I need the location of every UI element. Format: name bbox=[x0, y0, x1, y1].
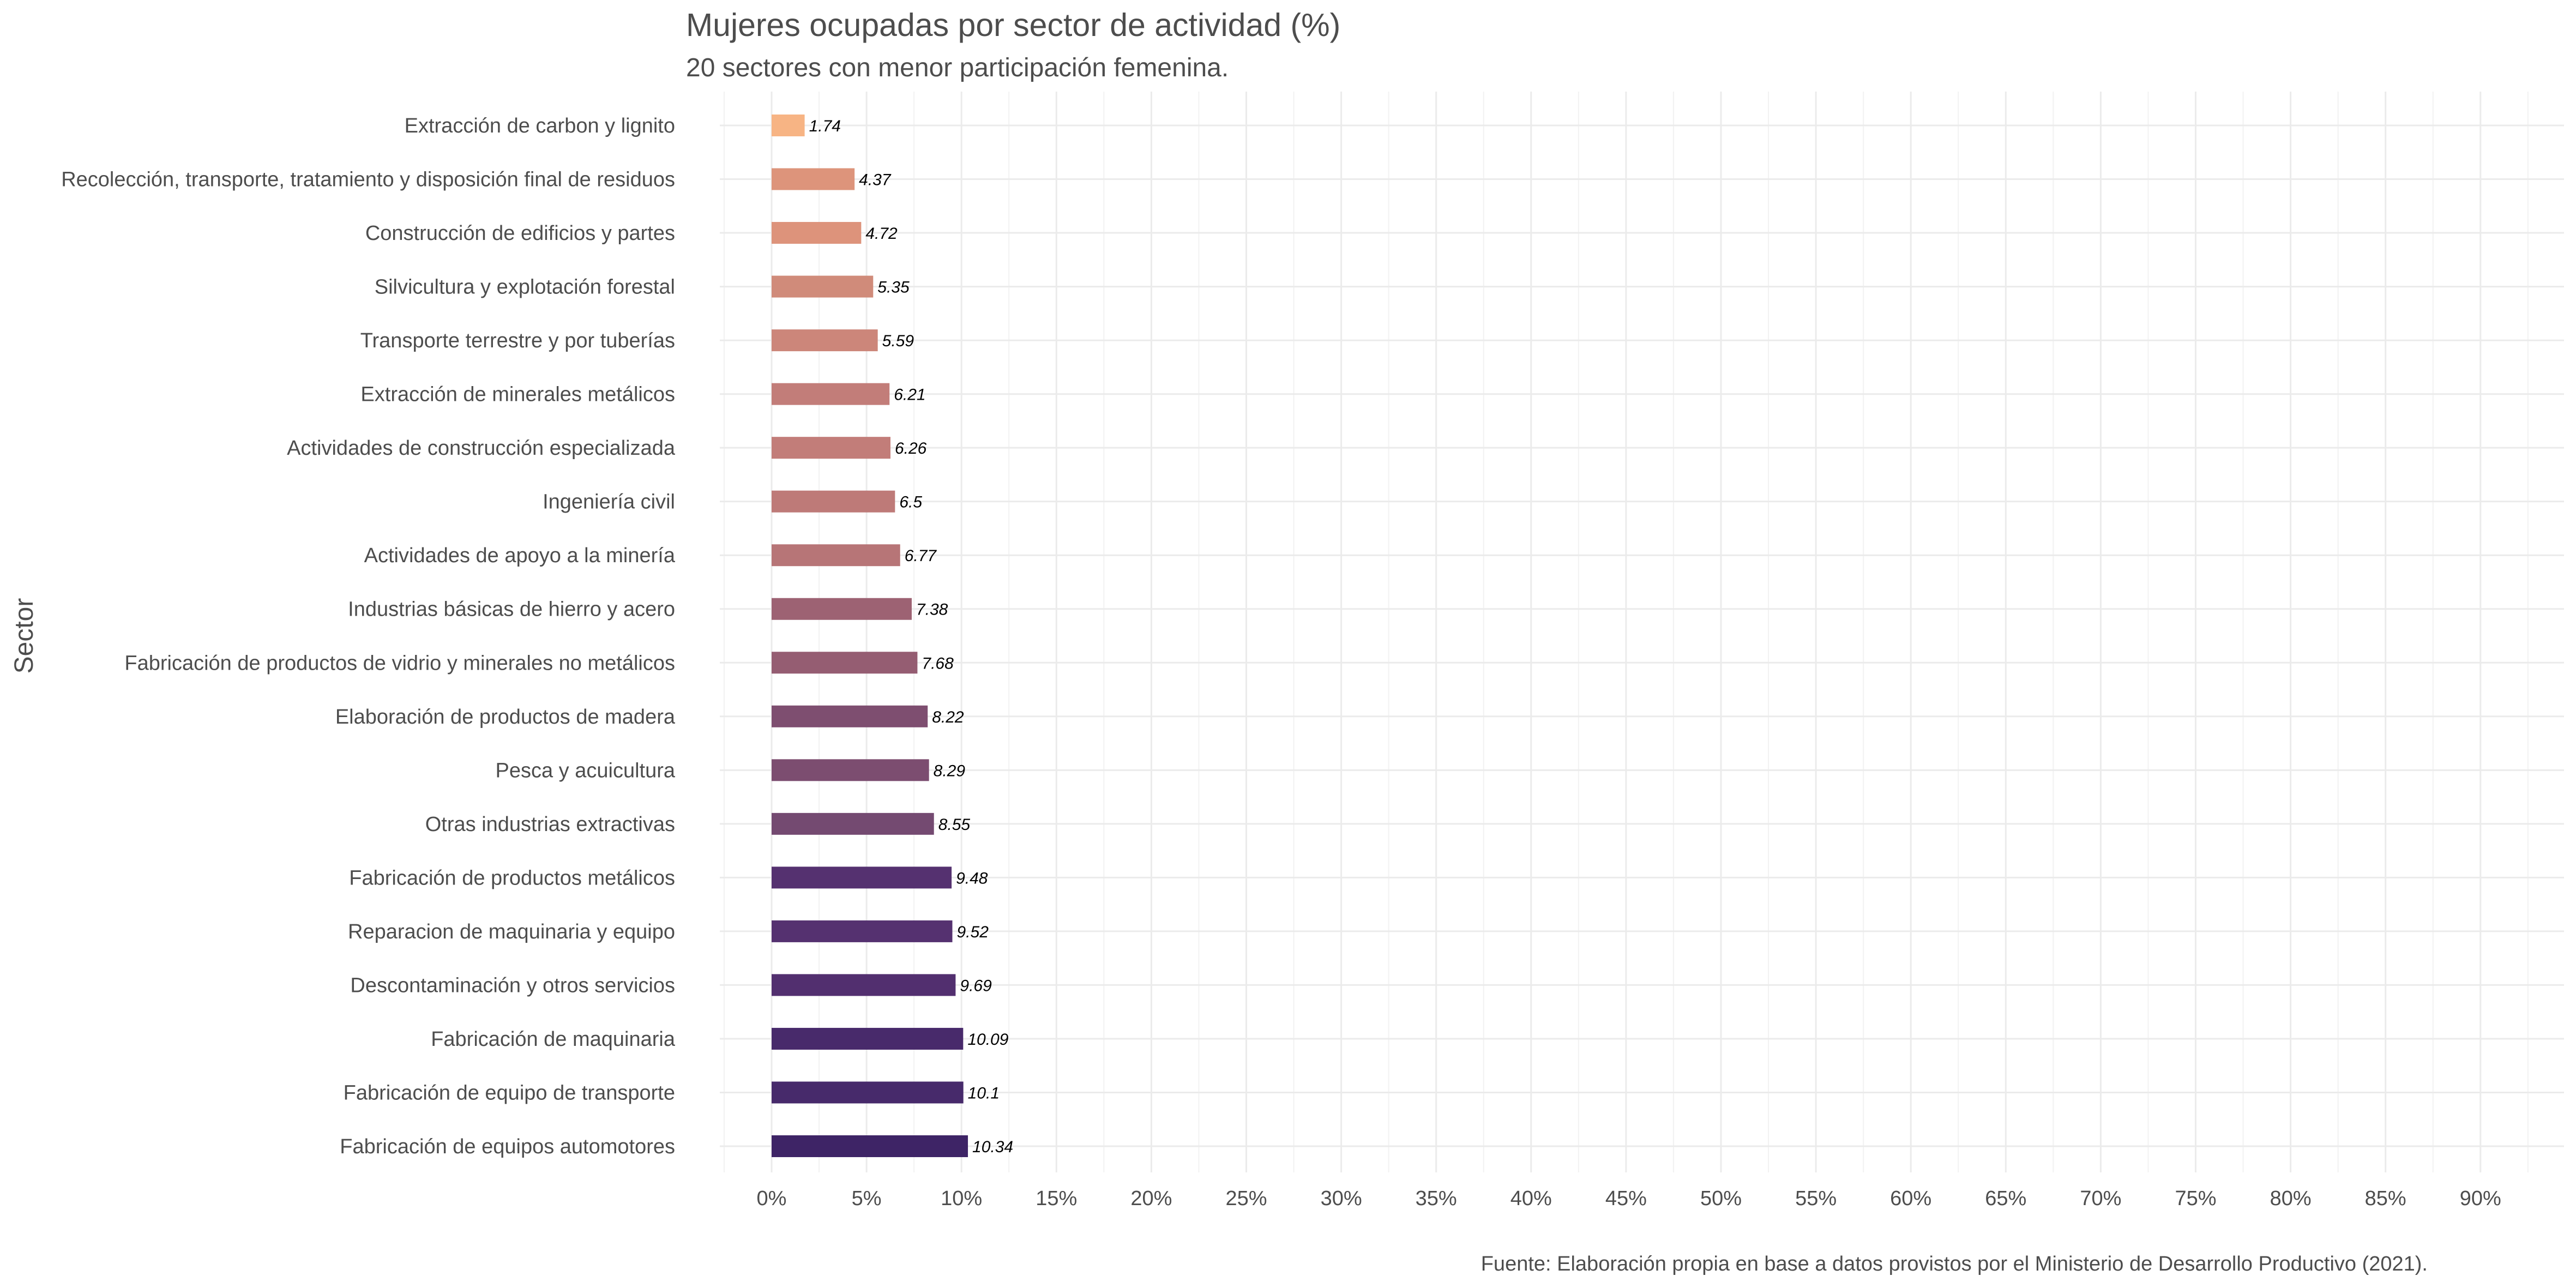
chart-caption: Fuente: Elaboración propia en base a dat… bbox=[1481, 1253, 2428, 1275]
y-tick-label: Extracción de minerales metálicos bbox=[360, 383, 675, 406]
grid-lines bbox=[720, 92, 2564, 1172]
x-tick-label: 50% bbox=[1700, 1187, 1742, 1210]
bar bbox=[772, 598, 912, 620]
bars: 1.74 4.37 4.72 5.35 5.59 6.21 6.26 6.5 6.77 7.38 7… bbox=[772, 115, 1013, 1157]
bar bbox=[772, 544, 900, 567]
x-tick-label: 0% bbox=[757, 1187, 787, 1210]
data-label: 7.38 bbox=[916, 601, 948, 619]
y-tick-label: Reparacion de maquinaria y equipo bbox=[348, 920, 675, 943]
data-label: 10.09 bbox=[967, 1031, 1008, 1049]
y-tick-label: Recolección, transporte, tratamiento y d… bbox=[61, 168, 675, 191]
y-tick-label: Industrias básicas de hierro y acero bbox=[348, 598, 675, 621]
bar bbox=[772, 812, 934, 835]
y-tick-label: Otras industrias extractivas bbox=[425, 813, 675, 836]
y-tick-label: Silvicultura y explotación forestal bbox=[375, 276, 675, 299]
chart-title: Mujeres ocupadas por sector de actividad… bbox=[686, 7, 1340, 43]
bar bbox=[772, 275, 874, 298]
y-tick-label: Actividades de construcción especializad… bbox=[287, 437, 676, 460]
bar bbox=[772, 1135, 968, 1157]
y-axis-label: Sector bbox=[10, 598, 39, 674]
chart-subtitle: 20 sectores con menor participación feme… bbox=[686, 53, 1229, 82]
data-label: 4.37 bbox=[859, 171, 892, 189]
bar bbox=[772, 383, 890, 405]
data-label: 8.29 bbox=[934, 762, 966, 780]
bar bbox=[772, 652, 918, 674]
axis-ticks: Extracción de carbon y lignito Recolecció… bbox=[61, 115, 2501, 1210]
x-tick-label: 40% bbox=[1510, 1187, 1552, 1210]
x-tick-label: 25% bbox=[1225, 1187, 1267, 1210]
data-label: 6.21 bbox=[894, 386, 925, 404]
bar bbox=[772, 437, 890, 459]
bar bbox=[772, 974, 956, 996]
data-label: 6.77 bbox=[905, 547, 937, 565]
y-tick-label: Elaboración de productos de madera bbox=[335, 706, 676, 729]
data-label: 5.35 bbox=[877, 279, 910, 297]
data-label: 6.26 bbox=[895, 440, 927, 458]
bar bbox=[772, 920, 953, 942]
x-tick-label: 65% bbox=[1985, 1187, 2026, 1210]
x-tick-label: 45% bbox=[1605, 1187, 1647, 1210]
bar bbox=[772, 705, 928, 727]
data-label: 1.74 bbox=[809, 117, 841, 135]
data-label: 7.68 bbox=[922, 654, 954, 672]
data-label: 9.69 bbox=[960, 977, 992, 995]
y-tick-label: Ingeniería civil bbox=[543, 491, 675, 514]
x-tick-label: 90% bbox=[2460, 1187, 2501, 1210]
bar bbox=[772, 1027, 964, 1050]
data-label: 9.52 bbox=[956, 923, 989, 941]
bar bbox=[772, 1081, 964, 1104]
x-tick-label: 60% bbox=[1890, 1187, 1931, 1210]
x-tick-label: 20% bbox=[1130, 1187, 1172, 1210]
data-label: 8.22 bbox=[932, 708, 964, 726]
y-tick-label: Fabricación de maquinaria bbox=[431, 1028, 676, 1051]
bar bbox=[772, 490, 895, 513]
bar bbox=[772, 866, 952, 889]
y-tick-label: Descontaminación y otros servicios bbox=[350, 974, 675, 997]
y-tick-label: Transporte terrestre y por tuberías bbox=[360, 329, 675, 352]
y-tick-label: Fabricación de equipos automotores bbox=[340, 1135, 675, 1158]
data-label: 8.55 bbox=[938, 816, 971, 834]
data-label: 10.1 bbox=[968, 1084, 1000, 1102]
y-tick-label: Actividades de apoyo a la minería bbox=[364, 544, 676, 567]
data-label: 5.59 bbox=[882, 332, 914, 350]
y-tick-label: Construcción de edificios y partes bbox=[365, 222, 675, 245]
bar bbox=[772, 759, 929, 781]
x-tick-label: 85% bbox=[2365, 1187, 2406, 1210]
x-tick-label: 55% bbox=[1795, 1187, 1837, 1210]
y-tick-label: Pesca y acuicultura bbox=[496, 759, 676, 782]
x-tick-label: 80% bbox=[2270, 1187, 2312, 1210]
data-label: 4.72 bbox=[865, 225, 898, 243]
bar bbox=[772, 329, 878, 352]
data-label: 10.34 bbox=[972, 1138, 1013, 1156]
x-tick-label: 10% bbox=[941, 1187, 982, 1210]
x-tick-label: 30% bbox=[1321, 1187, 1362, 1210]
y-tick-label: Fabricación de equipo de transporte bbox=[344, 1081, 675, 1104]
x-tick-label: 35% bbox=[1416, 1187, 1457, 1210]
bar bbox=[772, 115, 805, 136]
x-tick-label: 15% bbox=[1036, 1187, 1077, 1210]
y-tick-label: Fabricación de productos metálicos bbox=[349, 866, 675, 889]
y-tick-label: Extracción de carbon y lignito bbox=[405, 115, 675, 137]
data-label: 6.5 bbox=[899, 493, 922, 511]
x-tick-label: 5% bbox=[852, 1187, 882, 1210]
x-tick-label: 70% bbox=[2080, 1187, 2121, 1210]
y-tick-label: Fabricación de productos de vidrio y min… bbox=[124, 652, 675, 675]
data-label: 9.48 bbox=[956, 869, 988, 887]
bar bbox=[772, 168, 855, 190]
bar bbox=[772, 222, 862, 244]
x-tick-label: 75% bbox=[2175, 1187, 2216, 1210]
